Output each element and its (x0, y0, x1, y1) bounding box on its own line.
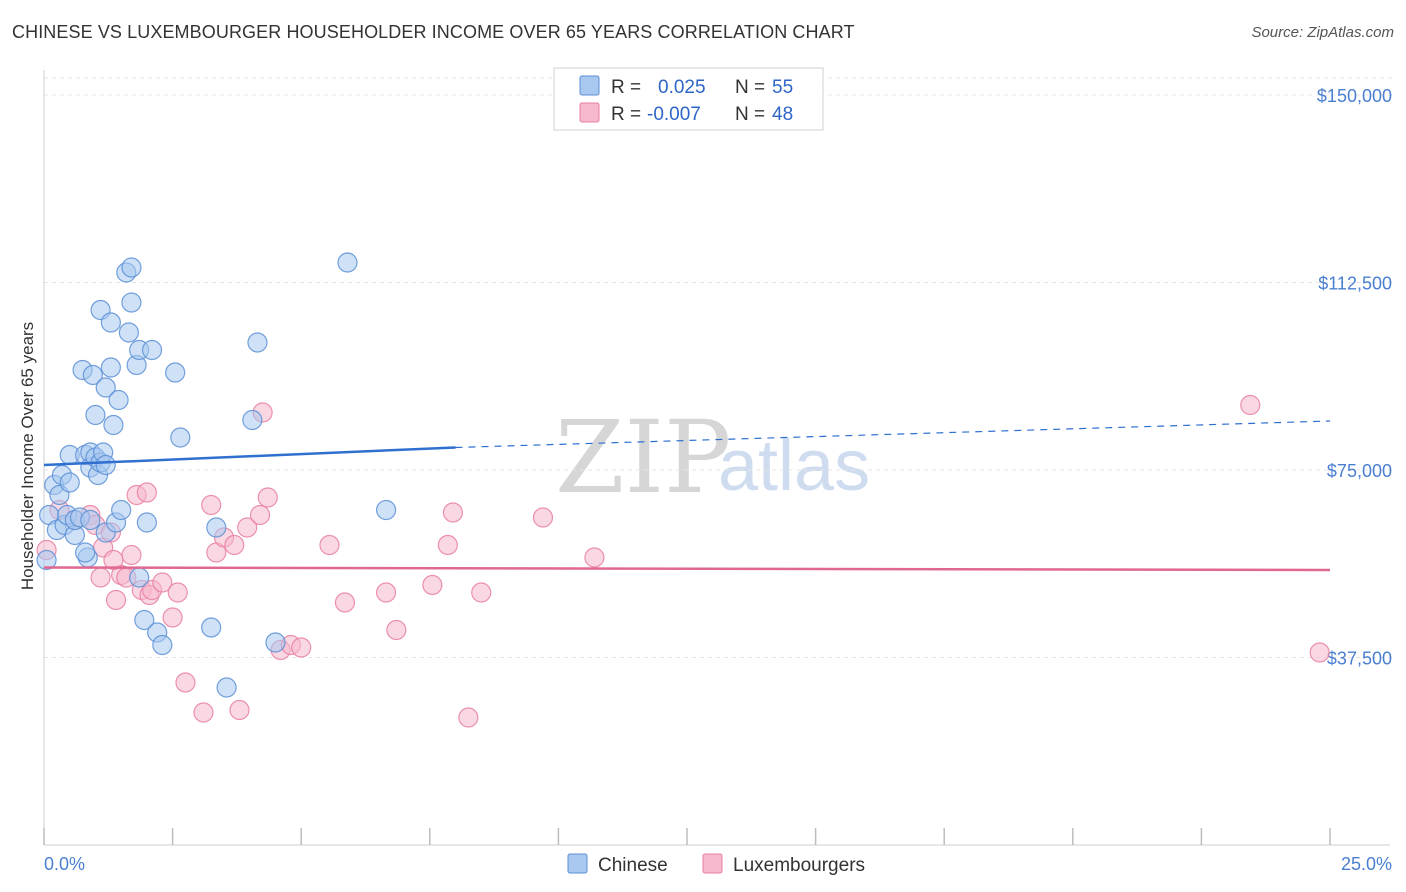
trend-line-chinese-extension (455, 420, 1331, 449)
point-luxembourgers-38 (437, 534, 458, 556)
y-tick-label-2: $112,500 (1318, 274, 1392, 294)
point-chinese-55 (265, 632, 286, 653)
y-axis-label: Householder Income Over 65 years (18, 322, 37, 590)
point-chinese-30 (100, 357, 121, 378)
point-chinese-56 (337, 252, 358, 273)
y-tick-labels: $37,500 $75,000 $112,500 $150,000 (1317, 86, 1392, 669)
trend-line-chinese (43, 446, 456, 467)
point-chinese-48 (165, 362, 186, 383)
point-luxembourgers-33 (319, 534, 340, 556)
watermark-atlas: atlas (718, 426, 870, 506)
point-luxembourgers-34 (334, 592, 356, 613)
legend-r-value-luxembourgers: -0.007 (647, 104, 701, 125)
trend-lines (43, 420, 1331, 572)
legend-n-value-chinese: 55 (772, 77, 793, 98)
point-luxembourgers-17 (162, 607, 183, 628)
point-luxembourgers-18 (167, 582, 188, 603)
point-luxembourgers-43 (584, 547, 605, 568)
point-chinese-50 (201, 617, 222, 638)
legend-n-label-chinese: N = (735, 77, 765, 98)
bottom-legend: Chinese Luxembourgers (567, 853, 865, 876)
point-chinese-42 (129, 567, 150, 588)
bottom-legend-swatch-chinese (567, 853, 588, 874)
x-ticks (43, 828, 1331, 845)
point-luxembourgers-27 (249, 504, 271, 526)
point-luxembourgers-36 (386, 619, 407, 641)
point-chinese-16 (75, 542, 96, 563)
point-luxembourgers-10 (121, 544, 142, 566)
point-chinese-31 (100, 312, 121, 333)
point-luxembourgers-25 (229, 699, 250, 721)
point-luxembourgers-21 (201, 494, 222, 516)
legend-n-value-luxembourgers: 48 (772, 104, 793, 125)
legend-r-value-chinese: 0.025 (658, 77, 706, 98)
point-chinese-21 (85, 404, 106, 426)
bottom-legend-swatch-luxembourgers (702, 853, 723, 874)
point-chinese-32 (103, 414, 124, 436)
point-luxembourgers-35 (375, 582, 397, 603)
point-chinese-20 (82, 364, 103, 386)
point-luxembourgers-28 (257, 487, 278, 508)
bottom-legend-label-luxembourgers: Luxembourgers (733, 855, 865, 876)
axes (43, 70, 1390, 846)
point-luxembourgers-44 (1240, 394, 1261, 416)
point-luxembourgers-20 (193, 702, 214, 723)
y-tick-label-3: $150,000 (1317, 86, 1392, 106)
point-chinese-57 (375, 499, 397, 521)
bottom-legend-label-chinese: Chinese (598, 855, 668, 876)
point-chinese-35 (111, 499, 132, 521)
legend-r-label-chinese: R = (611, 77, 641, 98)
point-luxembourgers-4 (90, 567, 111, 588)
point-chinese-45 (141, 339, 163, 361)
point-luxembourgers-13 (136, 482, 157, 503)
point-luxembourgers-19 (175, 672, 196, 693)
point-luxembourgers-32 (291, 637, 312, 658)
legend-r-label-luxembourgers: R = (611, 104, 641, 125)
point-luxembourgers-42 (532, 507, 554, 528)
x-tick-label-max: 25.0% (1341, 854, 1392, 874)
point-chinese-47 (152, 634, 173, 656)
point-chinese-0 (36, 549, 57, 571)
point-chinese-52 (216, 677, 237, 698)
point-luxembourgers-16 (152, 572, 173, 593)
point-chinese-51 (206, 517, 227, 538)
point-luxembourgers-40 (458, 707, 479, 728)
point-luxembourgers-39 (442, 502, 464, 523)
legend-swatch-chinese (579, 75, 600, 96)
point-chinese-33 (108, 389, 129, 411)
y-tick-label-0: $37,500 (1327, 649, 1392, 669)
point-chinese-43 (134, 609, 155, 631)
point-chinese-54 (247, 332, 268, 353)
y-tick-label-1: $75,000 (1327, 461, 1392, 481)
point-chinese-39 (121, 257, 142, 278)
x-tick-label-min: 0.0% (44, 854, 85, 874)
point-chinese-53 (242, 409, 263, 431)
point-chinese-9 (59, 472, 80, 493)
point-luxembourgers-24 (224, 534, 245, 556)
point-chinese-37 (118, 322, 139, 343)
legend-n-label-luxembourgers: N = (735, 104, 765, 125)
point-chinese-44 (136, 512, 157, 533)
point-luxembourgers-45 (1309, 642, 1330, 663)
point-luxembourgers-41 (471, 582, 492, 603)
point-luxembourgers-26 (237, 517, 258, 538)
point-chinese-28 (95, 454, 116, 476)
source-credit: Source: ZipAtlas.com (1251, 24, 1394, 41)
watermark-zip: ZIP (555, 399, 731, 516)
point-luxembourgers-47 (103, 549, 124, 571)
point-luxembourgers-37 (422, 574, 443, 596)
series-chinese-points (36, 252, 397, 698)
point-chinese-38 (121, 292, 142, 313)
point-chinese-29 (95, 377, 116, 398)
legend-box: R = 0.025 N = 55 R = -0.007 N = 48 (553, 67, 824, 131)
trend-line-luxembourgers (43, 566, 1331, 572)
chart-title: CHINESE VS LUXEMBOURGER HOUSEHOLDER INCO… (12, 22, 855, 42)
point-chinese-19 (80, 509, 101, 531)
legend-swatch-luxembourgers (579, 102, 600, 123)
point-chinese-49 (170, 427, 191, 448)
point-luxembourgers-7 (105, 589, 127, 611)
